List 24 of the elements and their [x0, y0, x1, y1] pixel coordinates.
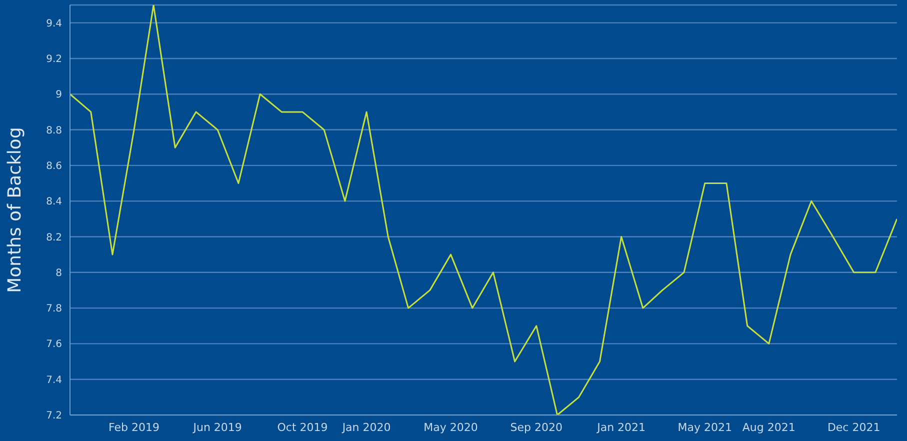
line-series: [70, 5, 897, 415]
y-axis-title: Months of Backlog: [4, 127, 26, 293]
x-tick-label: Jan 2021: [596, 420, 646, 434]
y-tick-label: 8.4: [46, 196, 62, 208]
y-tick-label: 9: [56, 90, 62, 101]
y-tick-label: 7.8: [46, 304, 62, 315]
y-tick-label: 8.6: [46, 160, 62, 172]
x-tick-label: Oct 2019: [277, 420, 328, 434]
x-tick-label: May 2020: [424, 420, 478, 434]
x-tick-label: Dec 2021: [827, 420, 880, 434]
x-tick-label: Jun 2019: [192, 420, 242, 434]
x-tick-label: May 2021: [678, 420, 732, 434]
y-tick-label: 7.4: [46, 374, 62, 386]
y-tick-label: 8.8: [46, 125, 62, 136]
y-tick-label: 9.2: [46, 54, 62, 66]
y-tick-label: 8: [56, 268, 62, 279]
y-tick-label: 7.2: [46, 410, 62, 422]
y-tick-label: 9.4: [46, 18, 62, 30]
y-tick-label: 7.6: [46, 339, 62, 350]
x-tick-label: Sep 2020: [510, 420, 563, 434]
y-tick-label: 8.2: [46, 232, 62, 244]
x-tick-label: Aug 2021: [742, 420, 796, 434]
x-tick-label: Jan 2020: [341, 420, 391, 434]
x-tick-label: Feb 2019: [108, 420, 160, 434]
